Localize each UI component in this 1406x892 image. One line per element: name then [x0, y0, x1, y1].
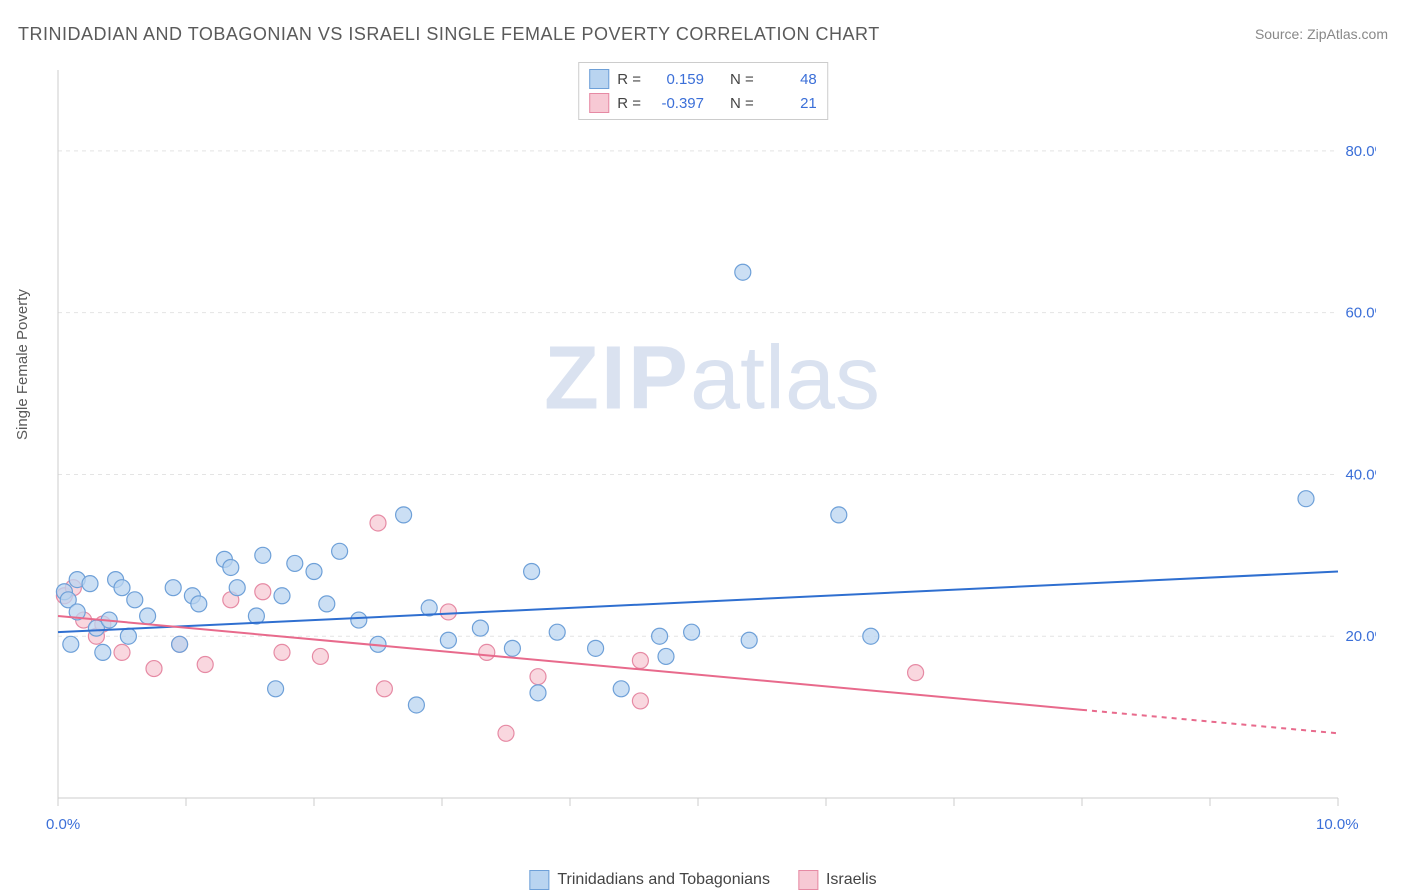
legend-item-series2: Israelis — [798, 870, 877, 890]
svg-text:40.0%: 40.0% — [1345, 466, 1376, 483]
svg-text:60.0%: 60.0% — [1345, 305, 1376, 322]
legend-bottom: Trinidadians and Tobagonians Israelis — [529, 870, 876, 890]
source-attribution: Source: ZipAtlas.com — [1255, 26, 1388, 42]
correlation-stats-box: R = 0.159 N = 48 R = -0.397 N = 21 — [578, 62, 828, 120]
r-label: R = — [617, 95, 641, 112]
n-value-series1: 48 — [762, 71, 817, 88]
x-axis-max-label: 10.0% — [1316, 816, 1359, 833]
legend-item-series1: Trinidadians and Tobagonians — [529, 870, 770, 890]
y-axis-label: Single Female Poverty — [14, 289, 31, 440]
chart-title: TRINIDADIAN AND TOBAGONIAN VS ISRAELI SI… — [18, 24, 880, 45]
r-label: R = — [617, 71, 641, 88]
legend-label-series2: Israelis — [826, 871, 877, 889]
swatch-series2 — [589, 93, 609, 113]
r-value-series2: -0.397 — [649, 95, 704, 112]
legend-swatch-series2 — [798, 870, 818, 890]
chart-area: 20.0%40.0%60.0%80.0% ZIPatlas — [48, 60, 1376, 820]
n-label: N = — [730, 95, 754, 112]
n-label: N = — [730, 71, 754, 88]
svg-text:80.0%: 80.0% — [1345, 143, 1376, 160]
swatch-series1 — [589, 69, 609, 89]
n-value-series2: 21 — [762, 95, 817, 112]
stats-row-series1: R = 0.159 N = 48 — [589, 67, 817, 91]
scatter-chart-svg: 20.0% 40.0% 60.0% 80.0% — [48, 60, 1376, 820]
x-axis-min-label: 0.0% — [46, 816, 80, 833]
svg-text:20.0%: 20.0% — [1345, 628, 1376, 645]
legend-label-series1: Trinidadians and Tobagonians — [557, 871, 770, 889]
stats-row-series2: R = -0.397 N = 21 — [589, 91, 817, 115]
r-value-series1: 0.159 — [649, 71, 704, 88]
legend-swatch-series1 — [529, 870, 549, 890]
